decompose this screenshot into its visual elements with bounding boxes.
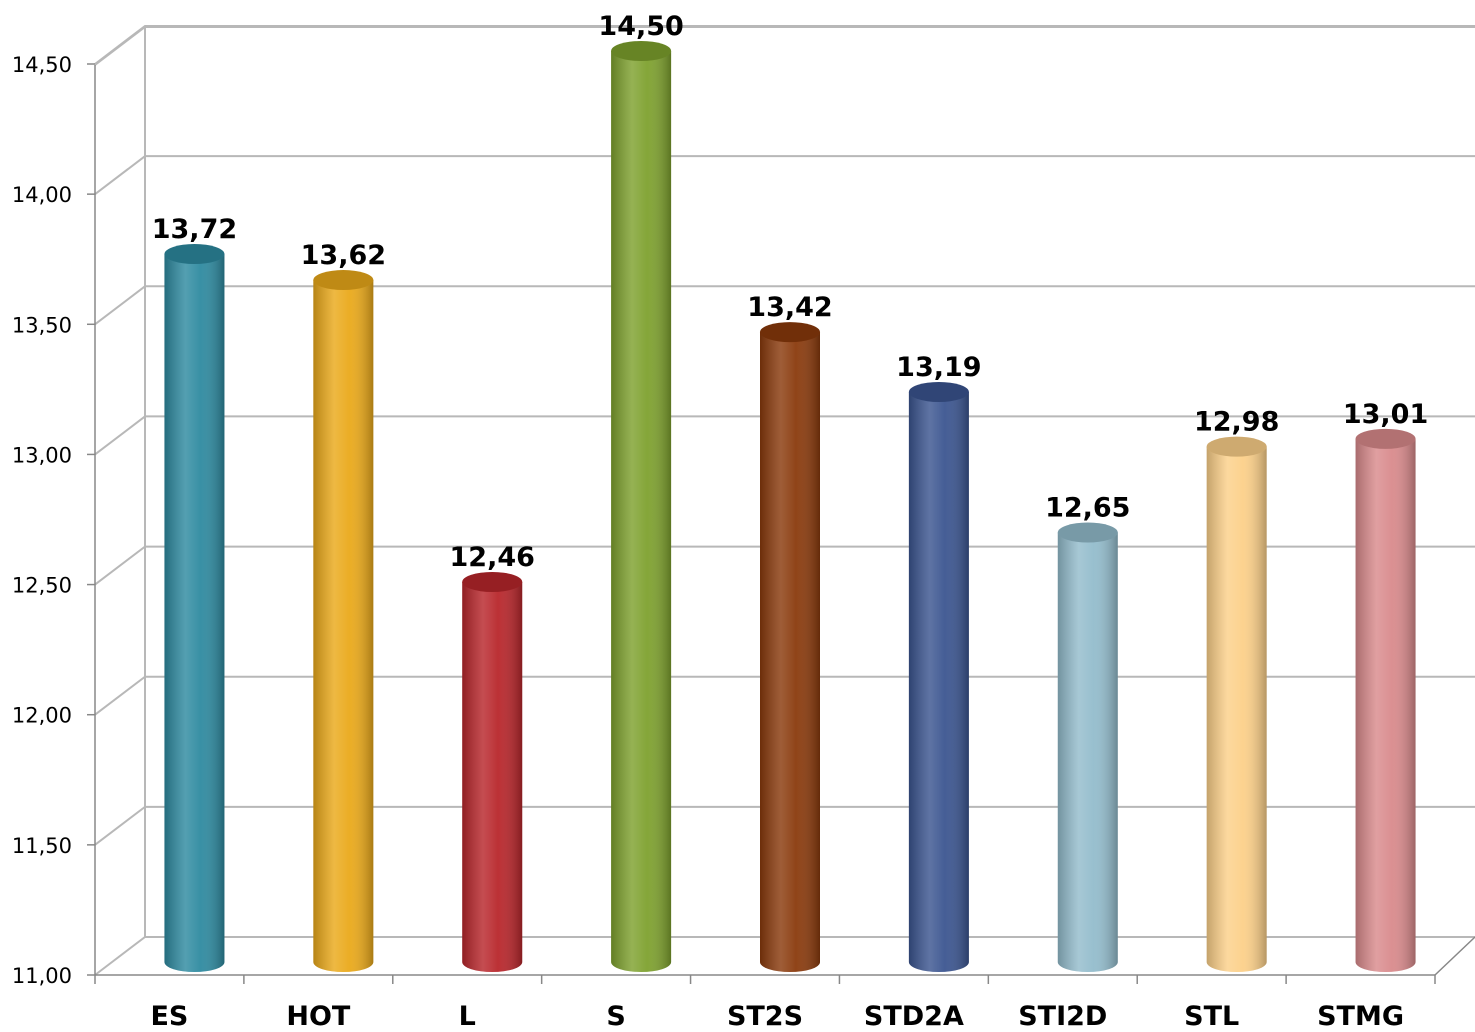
bar-top [611, 41, 672, 61]
bar-shading [611, 51, 672, 973]
gridlines [94, 25, 1475, 976]
bars [164, 41, 1416, 973]
y-tick-label: 11,50 [12, 834, 72, 858]
data-label: 12,46 [450, 542, 535, 573]
bar-top-shade [1206, 436, 1267, 457]
gridline [94, 285, 1475, 326]
bar [760, 322, 820, 972]
data-label: 13,62 [301, 240, 386, 271]
gridline [94, 545, 1475, 586]
data-label: 12,65 [1045, 493, 1130, 524]
y-tick-label: 11,00 [12, 964, 72, 988]
bar-top-shade [611, 41, 672, 61]
gridline [94, 805, 1475, 846]
x-tick-label: STD2A [864, 1001, 964, 1032]
bar-top [1206, 436, 1267, 457]
bar-shading [164, 254, 225, 973]
x-tick-label: ES [150, 1001, 188, 1032]
bar [1355, 428, 1416, 973]
bar [164, 244, 225, 973]
bar-top-shade [1355, 428, 1416, 449]
bar-shading [1206, 446, 1267, 973]
y-tick-label: 12,50 [12, 574, 72, 598]
data-label: 13,01 [1343, 399, 1428, 430]
bar [462, 571, 523, 972]
bar-shading [1355, 438, 1416, 973]
data-label: 12,98 [1194, 407, 1279, 438]
gridline [94, 25, 1475, 65]
bar-shading [462, 581, 523, 972]
y-tick-label: 12,00 [12, 704, 72, 728]
bar [611, 41, 672, 973]
y-tick-label: 14,50 [12, 53, 72, 77]
bar [1057, 522, 1118, 973]
bar-top [313, 270, 374, 291]
bar-top [760, 322, 820, 343]
bar [1206, 436, 1267, 973]
bar [313, 270, 374, 973]
bar-top [164, 244, 225, 265]
data-label: 14,50 [598, 11, 683, 42]
x-tick-label: STL [1184, 1001, 1239, 1032]
x-tick-label: S [606, 1001, 625, 1032]
bar [908, 381, 969, 973]
x-tick-label: STI2D [1018, 1001, 1107, 1032]
data-label: 13,19 [896, 352, 981, 383]
x-tick-label: STMG [1317, 1001, 1404, 1032]
bar-top-shade [164, 244, 225, 265]
bar-top-shade [908, 381, 969, 402]
axes: 11,00 11,50 12,00 12,50 13,00 13,50 14,00 14,50 [12, 53, 1475, 988]
gridline [94, 675, 1475, 716]
bar-top [1057, 522, 1118, 543]
bar-top-shade [760, 322, 820, 343]
bar-top-shade [462, 571, 523, 592]
x-tick-label: HOT [286, 1001, 351, 1032]
labels: ES HOT L S ST2S STD2A STI2D STL STMG 13,72 13,62 12… [150, 11, 1428, 1032]
x-tick-label: L [459, 1001, 476, 1032]
y-tick-label: 13,50 [12, 313, 72, 337]
bar-shading [908, 391, 969, 973]
gridline [94, 415, 1475, 456]
data-label: 13,42 [747, 292, 832, 323]
floor-right-edge [1434, 936, 1475, 976]
bar-top [462, 571, 523, 592]
bar-top [908, 381, 969, 402]
bar-top [1355, 428, 1416, 449]
bar-shading [313, 280, 374, 973]
bar-shading [1057, 532, 1118, 973]
gridline [94, 155, 1475, 195]
y-tick-label: 14,00 [12, 183, 72, 207]
x-tick-label: ST2S [727, 1001, 803, 1032]
bar-top-shade [1057, 522, 1118, 543]
data-label: 13,72 [152, 214, 237, 245]
y-tick-label: 13,00 [12, 443, 72, 467]
gridline [94, 936, 1475, 976]
bar-shading [760, 332, 820, 972]
bar-top-shade [313, 270, 374, 291]
